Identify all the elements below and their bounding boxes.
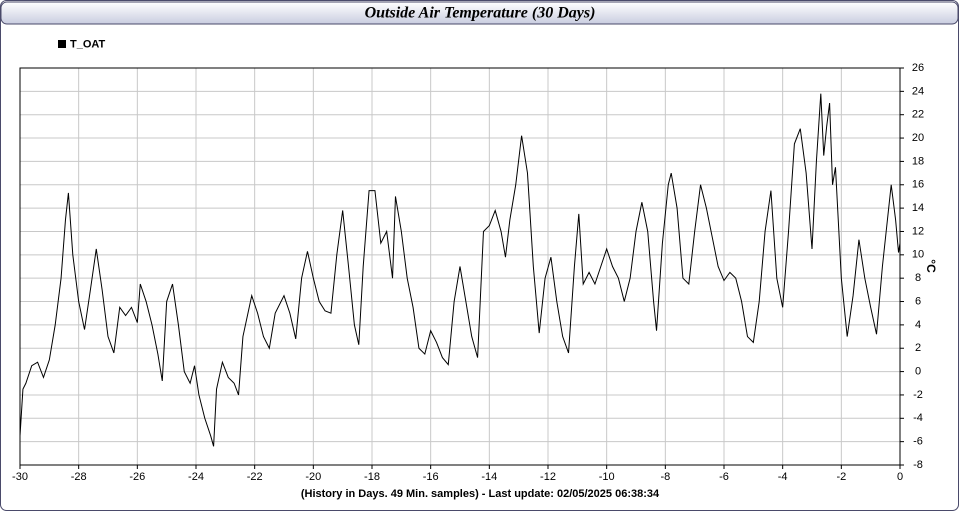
- plot-border: [19, 67, 901, 466]
- y-tick-label: 16: [912, 179, 924, 191]
- x-tick-label: -28: [71, 471, 87, 483]
- y-tick-label: 12: [912, 225, 924, 237]
- x-tick-label: -22: [247, 471, 263, 483]
- y-tick-label: 6: [915, 295, 921, 307]
- x-tick-label: -2: [836, 471, 846, 483]
- x-tick-label: -26: [129, 471, 145, 483]
- y-tick-label: 2: [915, 342, 921, 354]
- x-tick-label: -12: [540, 471, 556, 483]
- y-tick-label: 0: [915, 365, 921, 377]
- y-tick-label: -2: [913, 389, 923, 401]
- x-tick-label: -8: [660, 471, 670, 483]
- legend-swatch: [58, 40, 66, 48]
- chart-title: Outside Air Temperature (30 Days): [365, 5, 596, 22]
- x-tick-label: -10: [599, 471, 615, 483]
- y-tick-label: 22: [912, 109, 924, 121]
- y-tick-label: 8: [915, 272, 921, 284]
- y-tick-label: -4: [913, 412, 923, 424]
- x-tick-label: -24: [188, 471, 204, 483]
- y-tick-label: 14: [912, 202, 924, 214]
- x-tick-label: -14: [481, 471, 497, 483]
- y-tick-label: 18: [912, 155, 924, 167]
- y-tick-label: 10: [912, 249, 924, 261]
- x-tick-label: 0: [897, 471, 903, 483]
- y-tick-label: 24: [912, 85, 924, 97]
- y-tick-label: -6: [913, 436, 923, 448]
- y-axis-label: °C: [924, 259, 938, 273]
- x-tick-label: -6: [719, 471, 729, 483]
- x-tick-label: -16: [423, 471, 439, 483]
- x-tick-label: -4: [778, 471, 788, 483]
- x-tick-label: -20: [305, 471, 321, 483]
- legend-label: T_OAT: [70, 38, 106, 50]
- x-axis-label: (History in Days. 49 Min. samples) - Las…: [301, 488, 660, 500]
- x-tick-label: -18: [364, 471, 380, 483]
- y-tick-label: 20: [912, 132, 924, 144]
- title-bar: [0, 1, 959, 25]
- line-series: [19, 93, 901, 447]
- y-tick-label: 4: [915, 319, 921, 331]
- y-tick-label: -8: [913, 459, 923, 471]
- x-tick-label: -30: [12, 471, 28, 483]
- y-tick-label: 26: [912, 62, 924, 74]
